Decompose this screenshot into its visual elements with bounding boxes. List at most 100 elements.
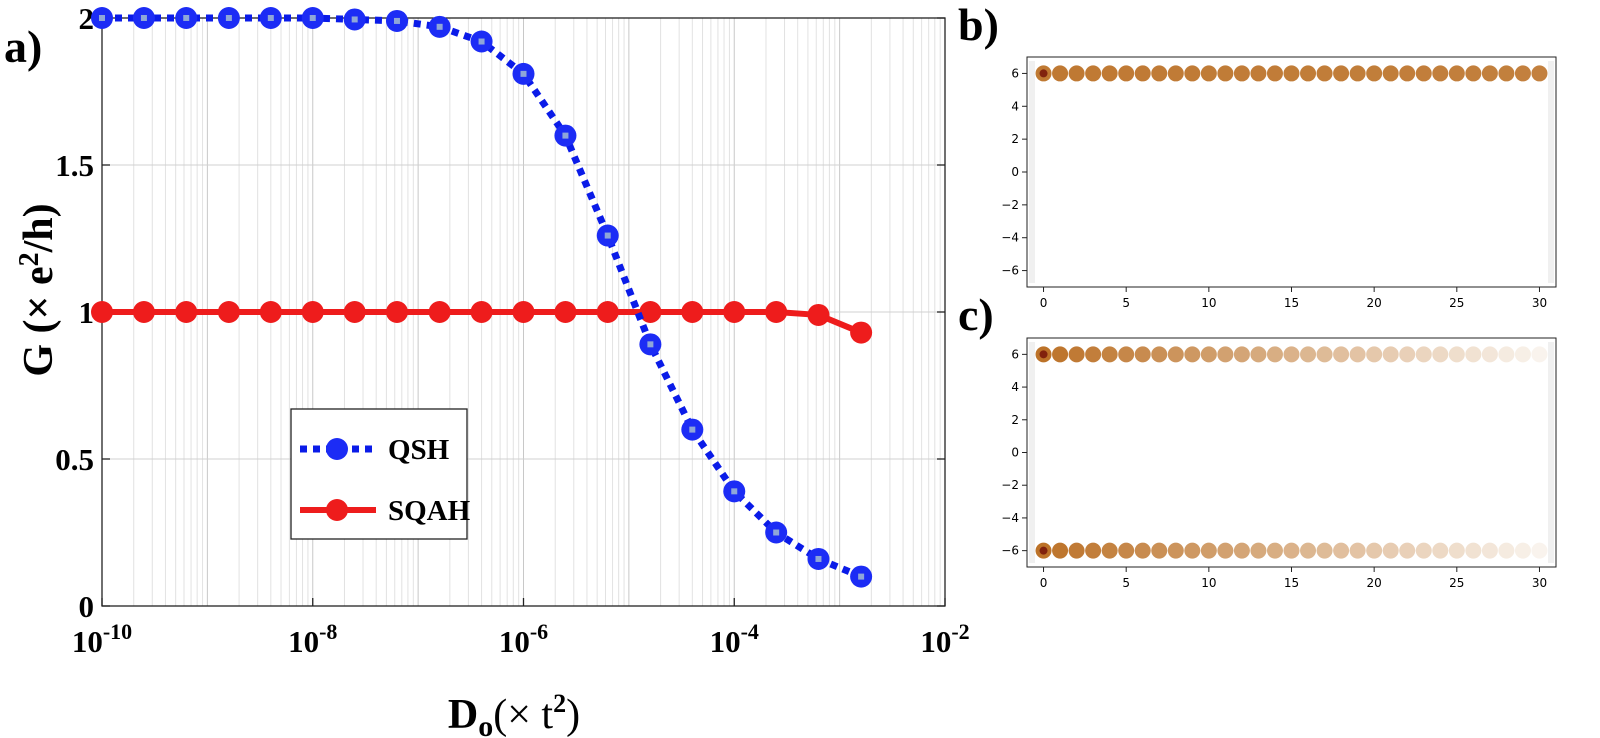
heatmap-cell — [1118, 65, 1135, 82]
heatmap-cell — [1514, 542, 1531, 559]
heatmap-cell — [1118, 542, 1135, 559]
heatmap-cell — [1068, 346, 1085, 363]
heatmap-cell — [1283, 542, 1300, 559]
y-tick-label: 4 — [1011, 99, 1019, 113]
heatmap-cell — [1432, 542, 1449, 559]
data-point-center — [815, 555, 822, 562]
heatmap-cell — [1531, 542, 1548, 559]
heatmap-cell — [1300, 542, 1317, 559]
heatmap-cell — [1200, 542, 1217, 559]
data-point-sqah — [554, 301, 577, 323]
y-tick-label: −6 — [1001, 544, 1019, 558]
heatmap-cell — [1101, 542, 1118, 559]
data-point-center — [647, 341, 654, 348]
heatmap-cell — [1068, 65, 1085, 82]
heatmap-cell — [1184, 346, 1201, 363]
edge-shade-left — [1029, 61, 1035, 283]
data-point-center — [309, 15, 316, 21]
heatmap-cell — [1481, 542, 1498, 559]
data-point-center — [858, 573, 865, 580]
heatmap-cell — [1134, 542, 1151, 559]
data-point-sqah — [639, 301, 662, 323]
data-series — [91, 7, 873, 588]
x-tick-label: 10-8 — [288, 619, 337, 659]
heatmap-cell — [1316, 346, 1333, 363]
x-tick-label: 20 — [1367, 296, 1382, 310]
y-tick-label: 0 — [1011, 446, 1019, 460]
x-tick-label: 20 — [1367, 576, 1382, 590]
x-tick-label: 0 — [1040, 576, 1048, 590]
data-point-center — [478, 38, 485, 45]
heatmap-cell — [1118, 346, 1135, 363]
x-tick-label: 10-4 — [710, 619, 759, 659]
data-point-center — [183, 15, 190, 21]
heatmap-cell — [1250, 65, 1267, 82]
data-point-sqah — [681, 301, 704, 323]
heatmap-cell — [1167, 542, 1184, 559]
heatmap-cell — [1266, 346, 1283, 363]
heatmap-cell-core — [1039, 69, 1048, 78]
heatmap-cell — [1498, 65, 1515, 82]
heatmap-cell — [1167, 346, 1184, 363]
heatmap-cell — [1101, 346, 1118, 363]
panel-label-a: a) — [4, 21, 42, 72]
heatmap-cell — [1151, 346, 1168, 363]
data-point-sqah — [259, 301, 282, 323]
data-point-sqah — [217, 301, 240, 323]
heatmap-cell — [1448, 542, 1465, 559]
heatmap-cell — [1266, 65, 1283, 82]
data-point-sqah — [132, 301, 155, 323]
y-tick-label: 6 — [1011, 347, 1019, 361]
legend-sqah-marker — [326, 499, 348, 521]
heatmap-cell — [1085, 542, 1102, 559]
x-tick-label: 15 — [1284, 296, 1299, 310]
heatmap-cell — [1349, 346, 1366, 363]
heatmap-cell — [1366, 346, 1383, 363]
data-point-sqah — [512, 301, 535, 323]
heatmap-cell — [1151, 65, 1168, 82]
heatmap-cell — [1514, 65, 1531, 82]
heatmap-background — [1027, 57, 1556, 287]
heatmap-cell — [1333, 65, 1350, 82]
heatmap-cell — [1382, 65, 1399, 82]
heatmap-cell — [1217, 542, 1234, 559]
data-point-sqah — [807, 303, 830, 326]
data-point-sqah — [91, 301, 113, 323]
data-point-sqah — [765, 301, 788, 323]
heatmap-cell — [1167, 65, 1184, 82]
y-tick-label: 0.5 — [55, 442, 94, 477]
x-tick-label: 25 — [1449, 296, 1464, 310]
data-point-sqah — [470, 301, 493, 323]
heatmap-cell-core — [1039, 350, 1048, 359]
data-point-center — [562, 132, 569, 139]
heatmap-cell — [1134, 65, 1151, 82]
heatmap-cell — [1481, 346, 1498, 363]
y-tick-label: −4 — [1001, 511, 1019, 525]
data-point-center — [351, 16, 358, 23]
heatmap-cell — [1366, 542, 1383, 559]
heatmap-cell — [1432, 346, 1449, 363]
conductance-plot: 0 0.5 1 1.5 2 10-10 10-8 10-6 10-4 10-2 G (× e2/h… — [14, 1, 970, 738]
data-point-center — [267, 15, 274, 21]
heatmap-cell-core — [1039, 546, 1048, 555]
heatmap-cell — [1465, 65, 1482, 82]
heatmap-cell — [1415, 65, 1432, 82]
data-point-center — [393, 17, 400, 24]
y-tick-label: 2 — [79, 1, 95, 36]
heatmap-cell — [1184, 65, 1201, 82]
y-tick-label: 2 — [1011, 132, 1019, 146]
heatmap-cell — [1382, 542, 1399, 559]
x-tick-label: 25 — [1449, 576, 1464, 590]
heatmap-cell — [1184, 542, 1201, 559]
heatmap-cell — [1233, 542, 1250, 559]
heatmap-cell — [1217, 346, 1234, 363]
heatmap-background — [1027, 338, 1556, 567]
heatmap-cell — [1415, 542, 1432, 559]
heatmap-cell — [1200, 346, 1217, 363]
heatmap-cell — [1250, 542, 1267, 559]
heatmap-cell — [1333, 346, 1350, 363]
heatmap-cell — [1283, 346, 1300, 363]
x-tick-label: 30 — [1532, 576, 1547, 590]
data-point-center — [773, 529, 780, 536]
heatmap-cell — [1300, 65, 1317, 82]
